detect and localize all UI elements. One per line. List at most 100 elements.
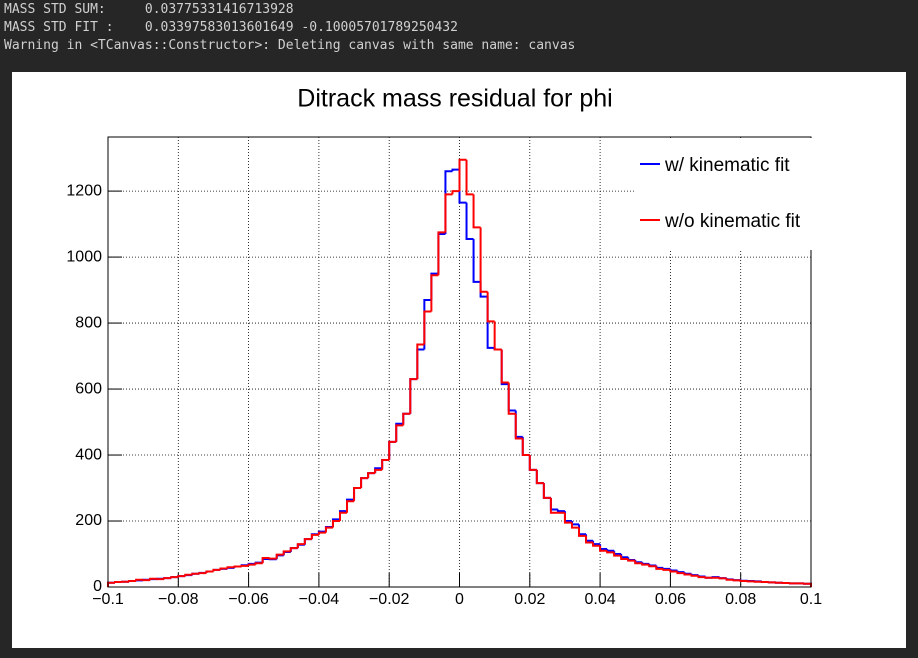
histogram-step [669, 569, 678, 573]
histogram-step [578, 527, 587, 537]
histogram-step [282, 550, 291, 555]
histogram-step [205, 570, 214, 574]
histogram-step [430, 274, 439, 312]
histogram-step [472, 238, 481, 283]
histogram-step [479, 227, 488, 293]
histogram-step [261, 556, 270, 564]
legend-label: w/o kinematic fit [664, 211, 801, 232]
histogram-step [338, 511, 348, 522]
histogram-step [374, 468, 383, 474]
histogram-step [331, 520, 340, 528]
histogram-step [493, 321, 502, 351]
legend-box [635, 138, 819, 250]
histogram-step [451, 190, 460, 195]
histogram-step [585, 535, 594, 544]
histogram-step [563, 512, 572, 524]
legend-label: w/ kinematic fit [664, 155, 790, 176]
histogram-step [247, 563, 256, 566]
histogram-step [289, 547, 298, 552]
histogram-step [353, 487, 362, 502]
histogram-step [472, 194, 481, 229]
histogram-step [226, 566, 235, 569]
frame [107, 136, 812, 588]
histogram-step [606, 550, 615, 554]
histogram-step [648, 564, 657, 568]
histogram-step [655, 566, 664, 570]
histogram-step [184, 573, 193, 577]
histogram-step [690, 574, 699, 577]
histogram-step [324, 526, 333, 533]
histogram-step [268, 557, 277, 560]
histogram-step [592, 542, 601, 547]
y-tick-label: 600 [75, 380, 102, 397]
histogram-step [191, 572, 200, 575]
x-tick-label: 0 [455, 591, 464, 608]
histogram-step [198, 572, 207, 575]
y-tick-label: 0 [93, 578, 102, 595]
x-tick-label: −0.08 [158, 591, 199, 608]
x-tick-label: −0.1 [92, 591, 124, 608]
histogram-step [676, 571, 685, 575]
histogram-step [542, 483, 551, 499]
histogram-step [627, 558, 636, 562]
histogram-step [725, 578, 734, 581]
histogram-step [486, 291, 495, 323]
histogram-step [149, 577, 158, 581]
histogram-step [500, 349, 509, 384]
histogram-step [240, 564, 249, 567]
histogram-step [549, 497, 558, 514]
histogram-step [718, 577, 727, 580]
y-tick-label: 400 [75, 446, 102, 463]
histogram-step [528, 455, 537, 471]
histogram-step [395, 424, 404, 442]
histogram-step [402, 412, 411, 426]
histogram-step [296, 543, 305, 549]
histogram-step [128, 580, 137, 583]
histogram-step [641, 563, 650, 566]
histogram-step [570, 522, 580, 529]
histogram-step [416, 343, 425, 380]
histogram-step [444, 193, 453, 233]
histogram-step [381, 458, 390, 470]
histogram-step [303, 538, 312, 545]
chart-title: Ditrack mass residual for phi [297, 85, 612, 113]
histogram-step [409, 378, 418, 414]
histogram-step [114, 581, 123, 584]
histogram-step [170, 576, 179, 579]
histogram-step [514, 413, 523, 440]
histogram-step [521, 438, 530, 457]
y-tick-label: 1200 [66, 182, 102, 199]
histogram-step [465, 159, 474, 196]
histogram-step [437, 231, 446, 276]
x-tick-label: 0.04 [585, 591, 616, 608]
histogram-step [233, 565, 242, 568]
histogram-step [388, 440, 397, 460]
histogram-step [310, 533, 319, 540]
histogram-step [317, 531, 326, 535]
histogram-step [697, 575, 706, 579]
histogram-step [739, 580, 748, 583]
histogram-step [163, 577, 172, 580]
histogram-step [662, 568, 671, 571]
histogram-step [275, 553, 284, 559]
histogram-step [212, 568, 221, 572]
x-tick-label: −0.06 [228, 591, 269, 608]
x-tick-label: 0.1 [800, 591, 822, 608]
x-tick-label: −0.04 [299, 591, 340, 608]
y-tick-label: 800 [75, 314, 102, 331]
console-line: Warning in <TCanvas::Constructor>: Delet… [4, 38, 576, 53]
histogram-step [219, 567, 228, 570]
x-tick-label: −0.02 [369, 591, 410, 608]
histogram-step [620, 555, 629, 560]
histogram-step [177, 575, 186, 578]
console-line: MASS STD FIT : 0.03397583013601649 -0.10… [4, 20, 458, 35]
x-tick-label: 0.02 [514, 591, 545, 608]
histogram-step [451, 168, 460, 172]
y-tick-label: 1000 [66, 248, 102, 265]
histogram-step [465, 202, 474, 240]
histogram-step [423, 310, 432, 345]
histogram-step [599, 545, 608, 552]
histogram-step [346, 500, 355, 513]
